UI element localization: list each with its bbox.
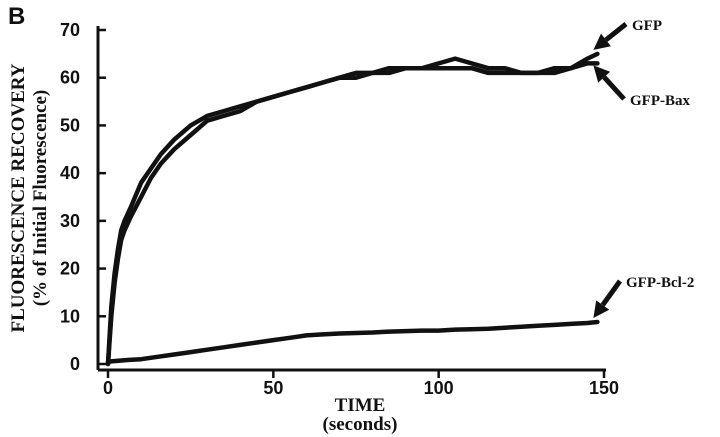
annotation-gfp-bcl-2: GFP-Bcl-2 (593, 275, 694, 318)
x-axis-title-line1: TIME (335, 395, 386, 416)
annotation-gfp-bax: GFP-Bax (593, 65, 690, 109)
y-tick-label: 40 (60, 163, 80, 183)
annotation-arrowhead-gfp-bax (593, 65, 611, 83)
annotation-arrow-gfp-bax (602, 75, 626, 101)
y-tick-label: 50 (60, 115, 80, 135)
y-tick-label: 0 (70, 354, 80, 374)
annotation-arrow-gfp (604, 22, 628, 42)
annotation-gfp: GFP (593, 18, 662, 50)
series (105, 51, 600, 367)
x-axis-title: TIME (seconds) (323, 395, 398, 435)
y-tick-label: 70 (60, 20, 80, 40)
x-tick-label: 100 (424, 378, 454, 398)
series-label-gfp: GFP (632, 18, 662, 34)
x-axis-title-line2: (seconds) (323, 414, 398, 435)
panel-label: B (8, 3, 25, 30)
y-tick-label: 30 (60, 211, 80, 231)
axes (96, 26, 606, 372)
y-tick-label: 20 (60, 259, 80, 279)
annotation-arrowhead-gfp-bcl-2 (593, 300, 610, 318)
annotation-arrowhead-gfp (593, 33, 611, 50)
x-tick-label: 50 (263, 378, 283, 398)
y-tick-label: 60 (60, 68, 80, 88)
y-axis-title: FLUORESCENCE RECOVERY (% of Initial Fluo… (8, 63, 51, 332)
series-line-gfp-bax (105, 61, 600, 367)
annotation-arrow-gfp-bcl-2 (600, 279, 623, 307)
series-annotations: GFP GFP-Bax GFP-Bcl-2 (593, 18, 694, 318)
series-label-gfp-bcl-2: GFP-Bcl-2 (626, 275, 694, 291)
series-line-gfp (105, 51, 600, 367)
x-tick-label: 150 (589, 378, 619, 398)
y-axis-title-line2: (% of Initial Fluorescence) (30, 90, 51, 307)
series-label-gfp-bax: GFP-Bax (630, 93, 690, 109)
y-tick-label: 10 (60, 306, 80, 326)
series-line-gfp-bcl-2 (105, 319, 600, 364)
y-axis-title-line1: FLUORESCENCE RECOVERY (8, 63, 29, 332)
x-tick-label: 0 (103, 378, 113, 398)
ticks: 0 10 20 30 40 50 60 70 0 50 100 150 (60, 20, 619, 398)
